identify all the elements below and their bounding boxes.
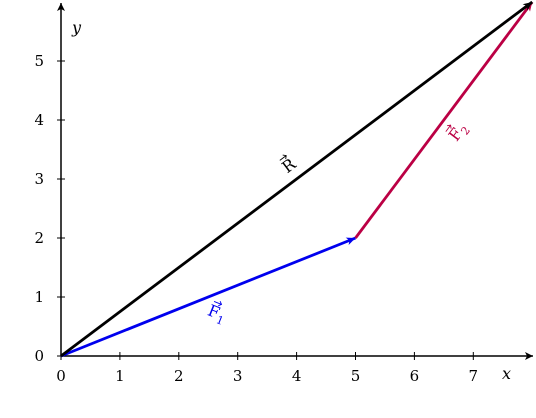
axes: 0 1 2 3 4 5 6 7 0 1 2 3 4 5 x y	[34, 3, 533, 385]
y-tick-label: 5	[34, 52, 44, 70]
vector-accent-icon	[213, 301, 223, 307]
vector-label-letter: R	[278, 154, 300, 177]
x-tick-label: 7	[469, 367, 479, 385]
svg-text:F1: F1	[204, 301, 229, 328]
x-tick-label: 1	[115, 367, 125, 385]
vector-r: R	[60, 0, 534, 358]
vector-r-arrow	[60, 0, 534, 358]
vector-label-subscript: 1	[214, 313, 225, 328]
y-tick-label: 1	[34, 288, 44, 306]
vector-f1: F1	[60, 236, 357, 358]
x-tick-label: 2	[174, 367, 184, 385]
y-axis-label: y	[71, 18, 82, 37]
x-tick-label: 6	[410, 367, 420, 385]
y-ticks: 0 1 2 3 4 5	[34, 52, 65, 365]
vector-f2-arrow	[354, 1, 534, 239]
vector-f1-label: F1	[204, 301, 229, 328]
x-tick-label: 0	[56, 367, 66, 385]
y-tick-label: 2	[34, 229, 44, 247]
x-tick-label: 4	[292, 367, 302, 385]
x-ticks: 0 1 2 3 4 5 6 7	[56, 352, 478, 385]
vector-f2-label: F2	[445, 119, 473, 147]
y-tick-label: 0	[34, 347, 44, 365]
svg-text:R: R	[278, 154, 300, 177]
vector-accent-icon	[279, 154, 287, 161]
vectors: F1 F2 R	[60, 0, 534, 358]
vector-r-label: R	[278, 154, 300, 177]
vector-f2: F2	[354, 1, 534, 239]
vector-f1-arrow	[60, 236, 357, 358]
vector-accent-icon	[445, 124, 452, 132]
x-axis-label: x	[502, 364, 511, 383]
y-tick-label: 4	[34, 111, 44, 129]
y-tick-label: 3	[34, 170, 44, 188]
x-tick-label: 3	[233, 367, 243, 385]
svg-text:F2: F2	[445, 119, 473, 147]
x-tick-label: 5	[351, 367, 361, 385]
